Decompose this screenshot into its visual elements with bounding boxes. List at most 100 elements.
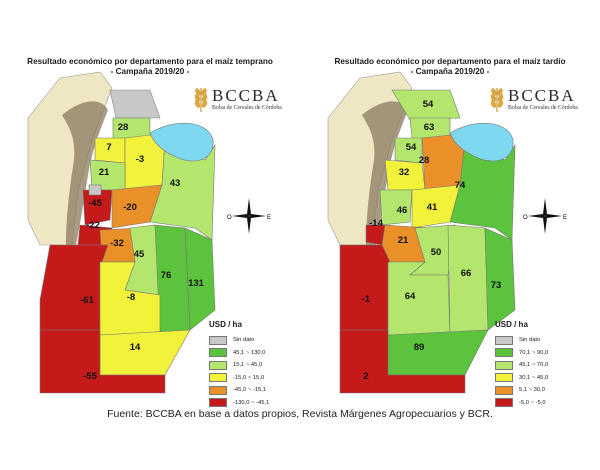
legend-label: Sin dato: [519, 337, 541, 344]
legend-entry: -130,0 ~ -45,1: [209, 397, 299, 410]
compass-w: O: [227, 215, 232, 221]
dept-89: [387, 329, 489, 376]
map-temprano: 28 7 -3 21 43 -45 -20 -22 -32 45 76 131 -61 -8 14 -55: [27, 71, 216, 394]
city-cordoba-nodata: [88, 184, 102, 196]
region-value-label: -20: [123, 202, 137, 213]
region-value-label: 32: [399, 167, 410, 178]
legend-swatch: [209, 360, 227, 370]
region-value-label: -14: [369, 218, 383, 229]
region-value-label: -61: [80, 295, 94, 306]
wheat-icon: [194, 88, 208, 112]
legend-entry: 45,1 ~ 130,0: [209, 347, 299, 360]
region-value-label: -3: [136, 154, 144, 165]
region-value-label: 28: [118, 122, 129, 133]
region-value-label: 54: [423, 99, 434, 110]
source-caption: Fuente: BCCBA en base a datos propios, R…: [107, 408, 493, 420]
legend-title: USD / ha: [495, 320, 528, 329]
legend-swatch: [495, 385, 513, 395]
region-value-label: 64: [405, 291, 416, 302]
dept-minus55: [39, 329, 166, 394]
map-panel-tardio: 54 63 54 28 32 74 46 41 -14 21 50 66 73 -1 64 89 2 Resul…: [300, 0, 600, 408]
legend-label: -45,0 ~ -15,1: [233, 387, 267, 394]
compass-w: O: [523, 215, 528, 221]
map-title: Resultado económico por departamento par…: [300, 57, 600, 77]
region-value-label: 45: [134, 249, 145, 260]
dept-66: [447, 224, 489, 336]
legend-swatch: [209, 373, 227, 383]
bccba-logo: BCCBA Bolsa de Cereales de Córdoba: [192, 84, 302, 114]
legend-swatch: [495, 360, 513, 370]
mountain-relief: [362, 101, 408, 245]
region-value-label: 50: [431, 247, 442, 258]
legend-label: Sin dato: [233, 337, 255, 344]
lagoon: [149, 122, 214, 162]
legend-swatch: [209, 348, 227, 358]
region-value-label: 54: [406, 142, 417, 153]
legend-swatch: [209, 385, 227, 395]
dept-nw-nodata: [109, 89, 161, 119]
legend-entry: 45,1 ~ 70,0: [495, 359, 585, 372]
compass-e: E: [563, 215, 567, 221]
region-value-label: 74: [455, 180, 466, 191]
legend-label: -5,0 ~ -5,0: [519, 399, 546, 406]
legend-label: 70,1 ~ 90,0: [519, 349, 549, 356]
region-value-label: 46: [397, 205, 408, 216]
dept-minus45: [82, 189, 113, 226]
region-value-label: 28: [419, 155, 430, 166]
legend-entry: 70,1 ~ 90,0: [495, 347, 585, 360]
region-value-label: -55: [83, 371, 97, 382]
dept-minus1: [339, 244, 391, 331]
legend-label: 45,1 ~ 130,0: [233, 349, 266, 356]
region-value-label: 7: [106, 142, 111, 153]
title-line: Resultado económico por departamento par…: [334, 57, 566, 66]
legend-swatch: [495, 398, 513, 408]
legend-label: 15,1 ~ 45,0: [233, 362, 263, 369]
legend-swatch: [495, 373, 513, 383]
legend-entry: Sin dato: [495, 334, 585, 347]
compass-rose-icon: O E: [523, 198, 567, 234]
region-value-label: 21: [99, 167, 110, 178]
region-value-label: 66: [461, 268, 472, 279]
value-labels: 28 7 -3 21 43 -45 -20 -22 -32 45 76 131 -61 -8 14 -55: [80, 122, 205, 382]
region-value-label: 131: [188, 278, 205, 289]
region-value-label: -22: [86, 220, 100, 231]
dept-2: [339, 329, 466, 394]
legend-label: 30,1 ~ 45,0: [519, 374, 549, 381]
subtitle-line: - Campaña 2019/20 -: [110, 67, 190, 76]
legend-swatch: [209, 335, 227, 345]
bccba-logo: BCCBA Bolsa de Cereales de Córdoba: [488, 84, 598, 114]
logo-tagline: Bolsa de Cereales de Córdoba: [212, 105, 282, 111]
legend-entry: Sin dato: [209, 334, 299, 347]
legend-swatch: [495, 335, 513, 345]
region-value-label: 73: [491, 280, 502, 291]
legend-entry: -15,0 ~ 15,0: [209, 372, 299, 385]
legend-entry: 30,1 ~ 45,0: [495, 372, 585, 385]
departments: [39, 89, 216, 394]
compass-rose-icon: O E: [227, 198, 271, 234]
legend-swatch: [495, 348, 513, 358]
legend: USD / ha Sin dato 45,1 ~ 130,0 15,1 ~ 45,0…: [209, 320, 299, 409]
mountain-relief: [62, 101, 108, 245]
region-value-label: 43: [170, 178, 181, 189]
region-value-label: 63: [424, 122, 435, 133]
subtitle-line: - Campaña 2019/20 -: [410, 67, 490, 76]
compass-e: E: [267, 215, 271, 221]
dept-minus61: [39, 244, 109, 331]
dept-minus20: [111, 184, 163, 229]
dept-41: [411, 184, 461, 229]
map-title: Resultado económico por departamento par…: [0, 57, 300, 77]
map-panel-temprano: 28 7 -3 21 43 -45 -20 -22 -32 45 76 131 -61 -8 14 -55 R…: [0, 0, 302, 408]
legend-entry: 15,1 ~ 45,0: [209, 359, 299, 372]
legend-label: 5,1 ~ 30,0: [519, 387, 545, 394]
legend-entry: -45,0 ~ -15,1: [209, 384, 299, 397]
region-value-label: -45: [88, 198, 102, 209]
region-value-label: 76: [161, 270, 172, 281]
logo-brand: BCCBA: [508, 86, 576, 105]
dept-73: [484, 227, 516, 331]
dept-46: [379, 189, 413, 226]
title-line: Resultado económico por departamento par…: [27, 57, 273, 66]
legend: USD / ha Sin dato 70,1 ~ 90,0 45,1 ~ 70,0 3…: [495, 320, 585, 409]
wheat-icon: [490, 88, 504, 112]
region-value-label: 89: [414, 342, 425, 353]
